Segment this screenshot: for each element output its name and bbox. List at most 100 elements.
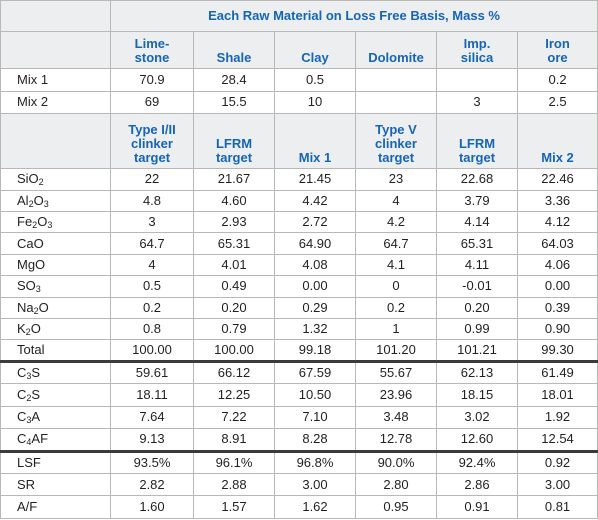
row-label: SR [0, 472, 111, 497]
data-cell: 15.5 [193, 90, 275, 115]
data-cell: 7.64 [110, 405, 194, 430]
data-cell: 3.00 [274, 472, 356, 497]
data-cell: 0.00 [516, 275, 598, 298]
row-label-text: O [37, 214, 48, 230]
row-label-text: C [17, 386, 27, 402]
data-cell: 64.90 [274, 232, 356, 255]
oxide-row: Fe2O3 3 2.93 2.72 4.2 4.14 4.12 [0, 211, 598, 234]
data-cell: 8.28 [274, 428, 356, 452]
data-cell: 12.78 [355, 428, 437, 452]
oxide-row: Al2O3 4.8 4.60 4.42 4 3.79 3.36 [0, 189, 598, 213]
data-cell: 4.14 [436, 211, 518, 234]
data-cell: 2.93 [193, 211, 275, 234]
data-cell: 1 [355, 318, 437, 341]
column-header-line: stone [134, 50, 170, 66]
row-label: LSF [0, 449, 111, 474]
phase-row: C3A 7.64 7.22 7.10 3.48 3.02 1.92 [0, 405, 598, 430]
row-label-text: O [38, 299, 49, 315]
data-cell: 90.0% [355, 449, 437, 474]
row-label: Al2O3 [0, 189, 111, 213]
data-cell: 0.39 [516, 296, 598, 320]
data-cell: 0.5 [110, 275, 194, 298]
column-header-line: Shale [216, 50, 252, 66]
data-cell: 3.00 [516, 472, 598, 497]
row-label-text: O [30, 321, 41, 337]
data-cell: 65.31 [193, 232, 275, 255]
data-cell: 0.49 [193, 275, 275, 298]
column-header-line: target [133, 150, 171, 166]
target-header-row: Type I/II clinker target LFRM target Mix 1 Typ… [0, 113, 598, 170]
data-cell: 2.5 [516, 90, 598, 115]
row-label-text: MgO [17, 257, 46, 273]
data-cell: 1.60 [110, 495, 194, 519]
column-header: Imp. silica [436, 30, 518, 70]
data-cell: 18.01 [516, 383, 598, 407]
column-header: LFRM target [436, 113, 518, 170]
data-cell: 4.1 [355, 253, 437, 277]
data-cell: 4.60 [193, 189, 275, 213]
column-header-line: Lime- [134, 36, 170, 52]
data-cell: 0.95 [355, 495, 437, 519]
data-cell: 61.49 [516, 359, 598, 385]
column-header-line: target [215, 150, 253, 166]
row-label-text: CaO [17, 235, 44, 251]
column-header-line: target [377, 150, 415, 166]
column-header: Shale [193, 30, 275, 70]
oxide-row: SiO2 22 21.67 21.45 23 22.68 22.46 [0, 168, 598, 191]
row-label: SiO2 [0, 168, 111, 191]
data-cell: 2.86 [436, 472, 518, 497]
data-cell: 21.67 [193, 168, 275, 191]
data-cell: 3.02 [436, 405, 518, 430]
oxide-row: Total 100.00 100.00 99.18 101.20 101.21 99.30 [0, 339, 598, 362]
row-label: Mix 2 [0, 90, 111, 115]
data-cell: 4.08 [274, 253, 356, 277]
data-cell: 0.20 [193, 296, 275, 320]
row-label-text: SiO [17, 171, 39, 187]
data-cell: 7.22 [193, 405, 275, 430]
row-label-subscript: 2 [33, 305, 39, 316]
data-cell: 0.91 [436, 495, 518, 519]
data-cell: 28.4 [193, 68, 275, 92]
oxide-row: CaO 64.7 65.31 64.90 64.7 65.31 64.03 [0, 232, 598, 255]
data-cell: 0.92 [516, 449, 598, 474]
column-header-line: Imp. [463, 36, 491, 52]
row-label-text: Mix 1 [17, 72, 49, 87]
row-label-text: S [31, 386, 41, 402]
data-cell: 70.9 [110, 68, 194, 92]
column-header-line: Mix 1 [298, 150, 332, 166]
data-cell: 92.4% [436, 449, 518, 474]
data-cell: 2.80 [355, 472, 437, 497]
corner-cell [0, 0, 111, 32]
data-cell: 64.03 [516, 232, 598, 255]
data-cell: 100.00 [110, 339, 194, 362]
row-label-text: O [33, 192, 44, 208]
column-header-line: Mix 2 [541, 150, 574, 166]
row-label: Na2O [0, 296, 111, 320]
row-label-subscript: 2 [28, 198, 34, 209]
data-cell: 3.36 [516, 189, 598, 213]
column-header: LFRM target [193, 113, 275, 170]
row-label: A/F [0, 495, 111, 519]
data-cell: 1.57 [193, 495, 275, 519]
data-cell: 4.42 [274, 189, 356, 213]
row-label: CaO [0, 232, 111, 255]
phase-row: C4AF 9.13 8.91 8.28 12.78 12.60 12.54 [0, 428, 598, 452]
column-header-line: Type V [375, 122, 417, 138]
data-cell: 3 [436, 90, 518, 115]
data-cell: 67.59 [274, 359, 356, 385]
data-cell: 0.8 [110, 318, 194, 341]
data-cell: 1.62 [274, 495, 356, 519]
data-cell: 65.31 [436, 232, 518, 255]
mix-row: Mix 1 70.9 28.4 0.5 0.2 [0, 68, 598, 92]
row-label: Fe2O3 [0, 211, 111, 234]
row-label-subscript: 4 [26, 437, 32, 448]
row-label-subscript: 2 [38, 177, 44, 188]
row-label-subscript: 3 [35, 284, 41, 295]
row-label-text: Na [17, 299, 34, 315]
data-cell: 12.60 [436, 428, 518, 452]
row-label: C3S [0, 359, 111, 385]
data-cell: 2.82 [110, 472, 194, 497]
row-label-subscript: 2 [25, 327, 31, 338]
data-cell: 99.18 [274, 339, 356, 362]
